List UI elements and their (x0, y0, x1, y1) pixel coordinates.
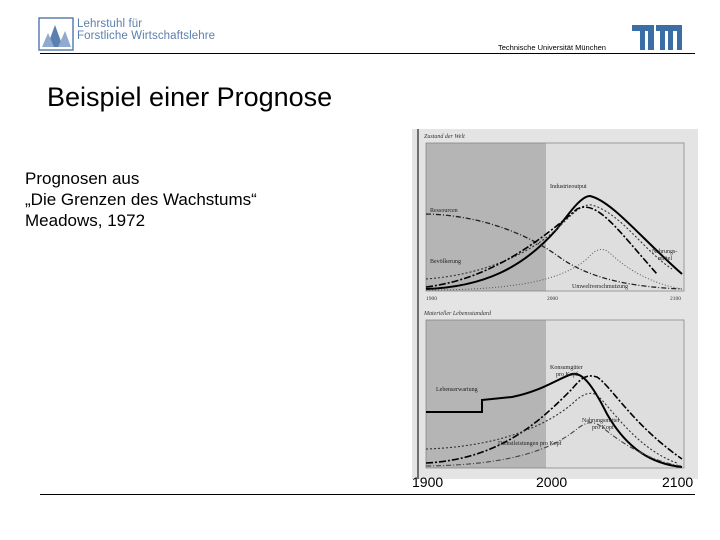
top-panel-title: Zustand der Welt (424, 134, 465, 140)
top-curve-nahrungsmittel (425, 204, 673, 280)
top-panel-frame (425, 142, 685, 292)
body-line-3: Meadows, 1972 (25, 211, 146, 230)
chair-name-line2: Forstliche Wirtschaftslehre (77, 30, 216, 42)
header-divider (40, 53, 695, 54)
label-umwelt: Umweltverschmutzung (572, 284, 628, 290)
label-bevoelkerung: Bevölkerung (430, 259, 461, 265)
axis-tick-2000: 2000 (536, 474, 568, 490)
bottom-panel-frame (425, 319, 685, 469)
bottom-curve-nahrungsmittel (425, 392, 678, 464)
axis-tick-1900: 1900 (412, 474, 444, 490)
body-line-1: Prognosen aus (25, 169, 140, 188)
slide-title: Beispiel einer Prognose (47, 82, 333, 112)
label-industrieoutput: Industrieoutput (550, 184, 587, 190)
label-konsumgueter-1: Konsumgüter (550, 365, 583, 371)
label-lebenserwartung: Lebenserwartung (436, 387, 478, 393)
chair-name-line1: Lehrstuhl für (77, 18, 143, 30)
bottom-curve-dienstleistungen (425, 422, 683, 467)
label-nahrungsmittel-pro-kopf-2: pro Kopf (592, 424, 614, 431)
top-curve-industrieoutput (425, 194, 683, 290)
top-curve-ressourcen (425, 213, 683, 290)
label-nahrungsmittel-2: mittel (658, 256, 672, 262)
label-ressourcen: Ressourcen (430, 208, 458, 214)
body-line-2: „Die Grenzen des Wachstums“ (25, 190, 257, 209)
axis-tick-2100: 2100 (662, 474, 694, 490)
label-konsumgueter-2: pro Kopf (556, 371, 578, 378)
university-name: Technische Universität München (498, 43, 606, 52)
tum-logo-icon (632, 25, 682, 50)
prognosis-figure: Zustand der Welt Industrieoutput Ressour… (412, 129, 698, 479)
inner-tick-1900: 1900 (426, 296, 437, 302)
inner-tick-2100: 2100 (670, 296, 681, 302)
top-history-shade (426, 143, 546, 291)
chair-name: Lehrstuhl für Forstliche Wirtschaftslehr… (77, 18, 215, 42)
bottom-panel-title: Materieller Lebensstandard (423, 311, 492, 317)
bottom-curve-konsumgueter (425, 375, 683, 464)
label-nahrungsmittel-1: Nahrungs- (652, 249, 677, 255)
slide-body: Prognosen aus „Die Grenzen des Wachstums… (25, 168, 257, 231)
label-nahrungsmittel-pro-kopf-1: Nahrungsmittel (582, 418, 620, 424)
label-dienstleistungen: Dienstleistungen pro Kopf (498, 440, 562, 447)
inner-tick-2000: 2000 (547, 296, 558, 302)
top-curve-bevoelkerung (425, 206, 658, 288)
chair-logo-icon (38, 17, 74, 51)
footer-divider (40, 494, 695, 495)
top-curve-umwelt (425, 249, 683, 291)
